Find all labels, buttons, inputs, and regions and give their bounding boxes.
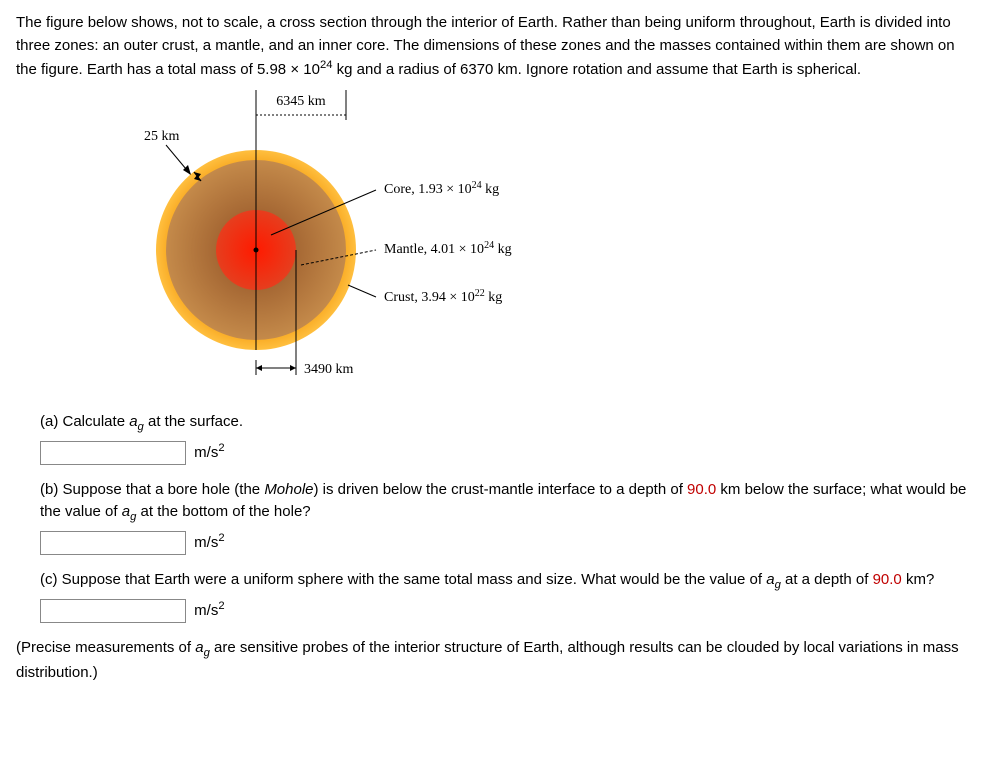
part-b-pre: (b) Suppose that a bore hole (the	[40, 481, 264, 498]
part-c-var: a	[766, 571, 774, 588]
label-3490km: 3490 km	[304, 362, 354, 377]
part-a-var: a	[129, 413, 137, 430]
footnote-pre: (Precise measurements of	[16, 639, 195, 656]
part-c-depth: 90.0	[873, 571, 902, 588]
dim-25: 25 km	[144, 129, 191, 175]
part-c-prompt: (c) Suppose that Earth were a uniform sp…	[40, 569, 979, 594]
earth-figure: 6345 km 25 km Core, 1.93 × 1024 kg Mantl…	[106, 90, 979, 398]
earth-svg: 6345 km 25 km Core, 1.93 × 1024 kg Mantl…	[106, 90, 566, 390]
part-c-input[interactable]	[40, 599, 186, 623]
part-b-unit: m/s2	[194, 534, 224, 551]
label-25km: 25 km	[144, 129, 180, 144]
label-6345km: 6345 km	[276, 94, 326, 109]
part-b-post: at the bottom of the hole?	[136, 503, 310, 520]
part-b-prompt: (b) Suppose that a bore hole (the Mohole…	[40, 479, 979, 526]
intro-text-1b: kg and a radius of 6370 km. Ignore rotat…	[332, 61, 861, 78]
part-b-depth: 90.0	[687, 481, 716, 498]
part-a-post: at the surface.	[144, 413, 243, 430]
footnote: (Precise measurements of ag are sensitiv…	[16, 637, 979, 684]
part-c-pre: (c) Suppose that Earth were a uniform sp…	[40, 571, 766, 588]
part-c-post: km?	[902, 571, 935, 588]
part-c-mid: at a depth of	[781, 571, 873, 588]
part-a-input[interactable]	[40, 441, 186, 465]
crust-label: Crust, 3.94 × 1022 kg	[384, 288, 502, 305]
part-b-input[interactable]	[40, 531, 186, 555]
part-b-mid1: ) is driven below the crust-mantle inter…	[314, 481, 688, 498]
part-b-mohole: Mohole	[264, 481, 313, 498]
part-a-pre: (a) Calculate	[40, 413, 129, 430]
part-a: (a) Calculate ag at the surface. m/s2	[40, 411, 979, 465]
crust-callout-line	[348, 285, 376, 297]
part-c: (c) Suppose that Earth were a uniform sp…	[40, 569, 979, 623]
intro-exp-1: 24	[320, 59, 333, 71]
part-a-unit: m/s2	[194, 444, 224, 461]
intro-paragraph: The figure below shows, not to scale, a …	[16, 12, 979, 82]
part-b: (b) Suppose that a bore hole (the Mohole…	[40, 479, 979, 555]
core-label: Core, 1.93 × 1024 kg	[384, 180, 499, 197]
part-a-prompt: (a) Calculate ag at the surface.	[40, 411, 979, 436]
footnote-var: a	[195, 639, 203, 656]
part-b-var: a	[122, 503, 130, 520]
dim-6345: 6345 km	[256, 90, 346, 120]
mantle-label: Mantle, 4.01 × 1024 kg	[384, 240, 512, 257]
part-c-unit: m/s2	[194, 602, 224, 619]
